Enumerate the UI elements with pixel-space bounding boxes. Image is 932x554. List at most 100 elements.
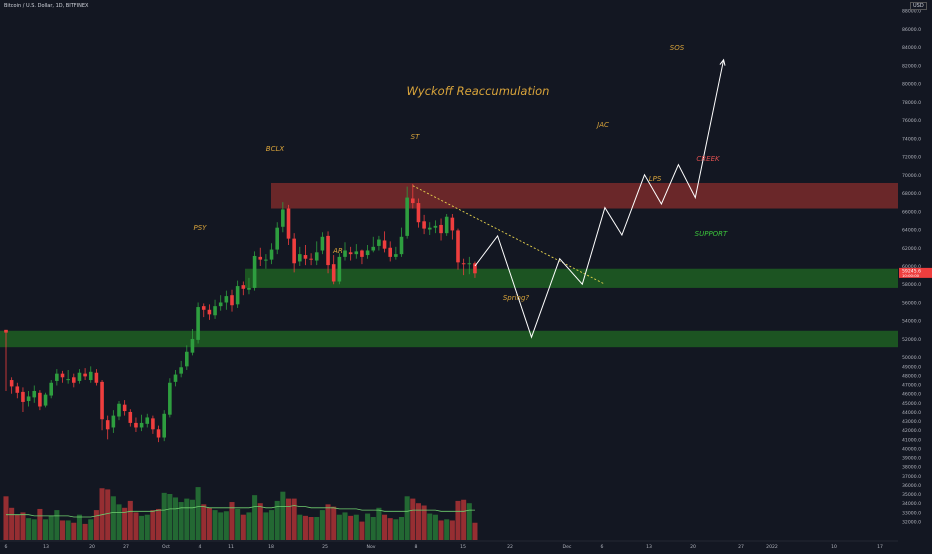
volume-bar <box>472 522 478 540</box>
time-tick-label: 13 <box>43 544 49 550</box>
volume-bar <box>331 506 337 540</box>
candle-body <box>247 287 251 290</box>
volume-bar <box>302 515 308 540</box>
volume-bar <box>382 514 388 540</box>
annotation-st: ST <box>411 133 420 141</box>
candle-body <box>201 306 206 310</box>
candle-body <box>377 239 381 246</box>
price-tick-label: 78000.0 <box>902 100 921 106</box>
volume-bar <box>370 517 376 540</box>
last-price-tag <box>899 267 932 278</box>
currency-unit-button[interactable]: USD <box>910 2 927 10</box>
volume-bar <box>110 496 116 540</box>
volume-bar <box>223 511 229 540</box>
price-tick-label: 70000.0 <box>902 173 921 179</box>
volume-bar <box>172 497 179 540</box>
price-tick-label: 64000.0 <box>902 228 921 234</box>
volume-bar <box>252 495 258 540</box>
volume-bar <box>3 496 9 540</box>
price-tick-label: 35000.0 <box>902 492 921 498</box>
price-tick-label: 32000.0 <box>902 519 921 525</box>
candle-body <box>196 307 200 340</box>
volume-bar <box>466 503 472 540</box>
candle-body <box>111 415 116 428</box>
volume-bar <box>314 517 320 540</box>
candle-body <box>207 309 212 315</box>
volume-bar <box>105 489 111 540</box>
zone-spring-zone <box>0 330 898 348</box>
candle-body <box>117 403 121 417</box>
candle-body <box>145 417 150 424</box>
candle-body <box>105 420 110 430</box>
volume-bar <box>184 498 190 540</box>
candle-body <box>354 251 359 255</box>
candle-body <box>286 208 291 239</box>
candle-body <box>224 296 229 303</box>
candle-body <box>122 404 127 412</box>
candle-body <box>179 367 183 374</box>
price-tick-label: 37000.0 <box>902 474 921 480</box>
time-tick-label: 2022 <box>766 544 778 550</box>
candle-body <box>281 209 285 227</box>
price-tick-label: 74000.0 <box>902 136 921 142</box>
volume-bar <box>461 499 467 540</box>
volume-bar <box>167 494 173 540</box>
candle-body <box>314 252 319 261</box>
volume-bar <box>43 519 49 540</box>
price-tick-label: 72000.0 <box>902 155 921 161</box>
volume-bar <box>54 510 60 540</box>
price-tick-label: 84000.0 <box>902 45 921 51</box>
candle-body <box>60 373 65 378</box>
candle-body <box>230 295 234 306</box>
candle-body <box>348 252 353 255</box>
volume-bar <box>444 519 450 540</box>
candle-body <box>371 246 376 251</box>
candle-body <box>422 221 426 229</box>
time-tick-label: 13 <box>646 544 652 550</box>
candle-body <box>168 382 172 415</box>
candle-body <box>190 338 195 353</box>
annotation-bclx: BCLX <box>266 145 285 153</box>
candle-body <box>388 247 392 257</box>
volume-bar <box>427 513 433 540</box>
candle-body <box>21 391 25 402</box>
annotation-spring: Spring? <box>503 294 530 302</box>
volume-bar <box>297 514 303 540</box>
time-tick-label: 20 <box>690 544 696 550</box>
time-tick-label: 27 <box>738 544 744 550</box>
candle-body <box>156 429 161 438</box>
volume-bar <box>65 520 71 540</box>
candle-body <box>326 235 330 266</box>
price-tick-label: 44000.0 <box>902 410 921 416</box>
time-tick-label: 25 <box>322 544 328 550</box>
price-tick-label: 56000.0 <box>902 300 921 306</box>
volume-bar <box>291 498 297 540</box>
price-tick-label: 86000.0 <box>902 27 921 33</box>
volume-bar <box>415 503 421 540</box>
candle-body <box>269 249 274 260</box>
candle-body <box>43 394 48 406</box>
candle-body <box>411 198 415 204</box>
time-tick-label: 10 <box>831 544 837 550</box>
volume-bar <box>438 520 444 540</box>
volume-bar <box>82 523 88 540</box>
candle-body <box>241 285 246 289</box>
volume-bar <box>404 496 410 540</box>
volume-bar <box>14 514 20 540</box>
volume-bar <box>455 500 461 540</box>
annotation-title: Wyckoff Reaccumulation <box>407 84 550 98</box>
volume-bar <box>342 512 348 540</box>
time-tick-label: 22 <box>507 544 513 550</box>
volume-bar <box>156 508 162 540</box>
volume-bar <box>235 508 241 540</box>
price-tick-label: 62000.0 <box>902 246 921 252</box>
volume-bar <box>393 519 399 540</box>
price-tick-label: 39000.0 <box>902 456 921 462</box>
volume-bar <box>178 502 184 540</box>
projection-path <box>474 59 725 339</box>
price-tick-label: 54000.0 <box>902 319 921 325</box>
price-tick-label: 50000.0 <box>902 355 921 361</box>
price-tick-label: 45000.0 <box>902 401 921 407</box>
candle-body <box>427 227 432 230</box>
